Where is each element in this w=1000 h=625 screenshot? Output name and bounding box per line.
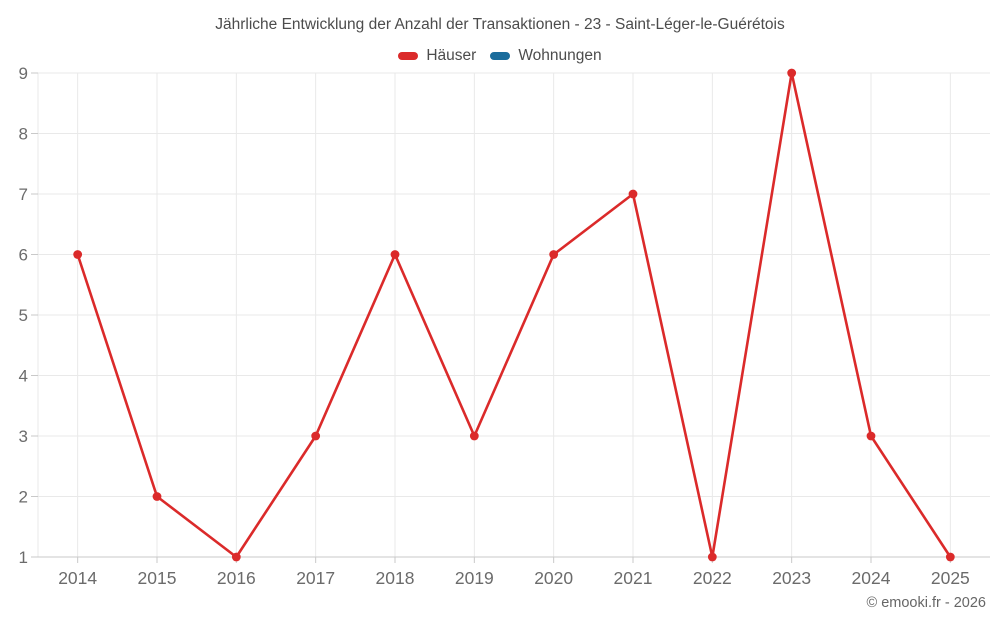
data-point-marker [945, 552, 955, 562]
x-tick-label: 2016 [217, 568, 256, 588]
data-point-marker [787, 68, 797, 78]
x-tick-label: 2019 [455, 568, 494, 588]
legend-item-wohnungen[interactable]: Wohnungen [490, 47, 602, 65]
y-tick-label: 2 [19, 487, 28, 506]
y-tick-label: 3 [19, 427, 28, 446]
x-tick-label: 2024 [852, 568, 891, 588]
x-axis-tick-labels: 2014 2015 2016 2017 2018 2019 2020 2021 2022 2023… [58, 568, 970, 588]
legend-label-haeuser: Häuser [426, 47, 477, 64]
data-point-marker [707, 552, 717, 562]
legend-item-haeuser[interactable]: Häuser [398, 47, 476, 65]
x-tick-label: 2017 [296, 568, 335, 588]
series-line [76, 71, 952, 559]
x-tick-label: 2025 [931, 568, 970, 588]
x-tick-label: 2014 [58, 568, 97, 588]
data-point-marker [549, 250, 559, 259]
x-tick-label: 2020 [534, 568, 573, 588]
grid-vertical-lines [77, 73, 951, 557]
legend-swatch-wohnungen-icon [490, 52, 511, 60]
copyright: © emooki.fr - 2026 [866, 595, 986, 611]
data-point-marker [390, 250, 400, 259]
data-point-marker [469, 431, 479, 441]
x-tick-label: 2023 [772, 568, 811, 588]
legend-label-wohnungen: Wohnungen [518, 47, 602, 64]
chart-title: Jährliche Entwicklung der Anzahl der Tra… [215, 16, 785, 33]
data-point-marker [311, 431, 321, 441]
x-tick-label: 2018 [376, 568, 415, 588]
y-axis-tick-labels: 1 2 3 4 5 6 7 8 9 [19, 64, 28, 567]
data-point-marker [231, 552, 241, 562]
y-tick-label: 4 [19, 366, 28, 385]
axes [31, 72, 990, 563]
legend: Häuser Wohnungen [0, 47, 1000, 65]
y-tick-label: 7 [19, 185, 28, 204]
grid-horizontal-lines [38, 72, 990, 558]
x-tick-label: 2021 [614, 568, 653, 588]
y-tick-label: 1 [19, 548, 28, 567]
x-tick-label: 2022 [693, 568, 732, 588]
legend-swatch-haeuser-icon [398, 52, 419, 60]
series-häuser [73, 68, 955, 562]
x-tick-label: 2015 [138, 568, 177, 588]
data-point-marker [73, 250, 83, 259]
data-point-marker [866, 431, 876, 441]
y-tick-label: 6 [19, 245, 28, 264]
y-tick-label: 9 [19, 64, 28, 83]
data-point-marker [628, 189, 638, 199]
y-tick-label: 5 [19, 306, 28, 325]
y-tick-label: 8 [19, 124, 28, 143]
data-point-marker [152, 492, 162, 501]
